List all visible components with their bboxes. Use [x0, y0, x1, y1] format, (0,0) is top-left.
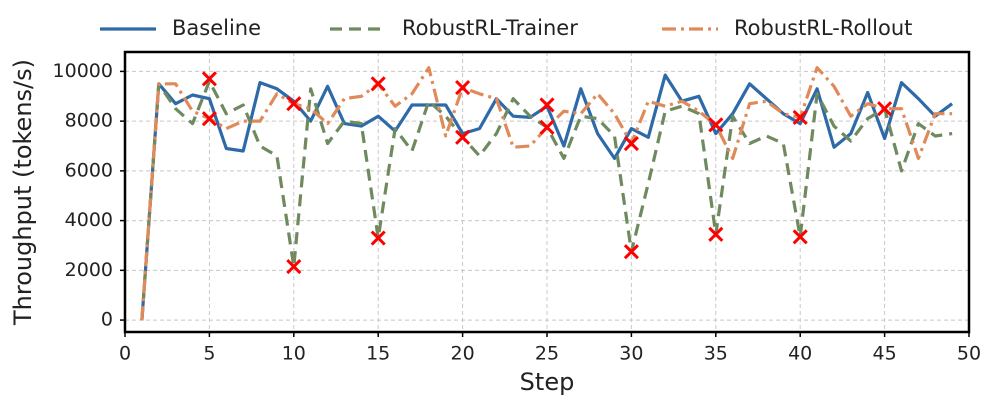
x-tick-label: 0 — [119, 343, 131, 365]
y-tick-label: 4000 — [65, 209, 113, 231]
legend-label: RobustRL-Rollout — [734, 16, 912, 40]
event-marker — [286, 259, 302, 275]
y-axis-label: Throughput (tokens/s) — [9, 59, 37, 326]
event-marker — [877, 101, 893, 117]
x-tick-label: 5 — [203, 343, 215, 365]
event-marker — [201, 71, 217, 87]
event-marker — [201, 111, 217, 127]
plot-frame — [123, 50, 971, 334]
y-tick-label: 10000 — [53, 60, 113, 82]
event-marker — [792, 109, 808, 125]
y-tick-label: 8000 — [65, 110, 113, 132]
event-marker — [708, 226, 724, 242]
event-marker — [539, 97, 555, 113]
x-tick-label: 30 — [619, 343, 643, 365]
x-tick-label: 10 — [282, 343, 306, 365]
x-tick-label: 50 — [957, 343, 981, 365]
x-tick-label: 45 — [873, 343, 897, 365]
event-marker — [792, 229, 808, 245]
y-tick-label: 2000 — [65, 259, 113, 281]
event-marker — [708, 117, 724, 133]
x-tick-label: 35 — [704, 343, 728, 365]
event-marker — [286, 96, 302, 112]
x-axis-label: Step — [520, 368, 575, 396]
event-marker — [623, 135, 639, 152]
event-marker — [370, 76, 386, 92]
y-tick-label: 6000 — [65, 159, 113, 181]
event-marker — [539, 119, 555, 135]
x-tick-label: 40 — [788, 343, 812, 365]
legend-label: Baseline — [172, 16, 261, 40]
event-marker — [370, 230, 386, 246]
x-tick-label: 15 — [366, 343, 390, 365]
legend-label: RobustRL-Trainer — [402, 16, 578, 40]
x-tick-label: 25 — [535, 343, 559, 365]
y-tick-label: 0 — [101, 309, 113, 331]
event-marker — [623, 244, 639, 260]
event-marker — [455, 129, 471, 145]
x-tick-label: 20 — [451, 343, 475, 365]
event-marker — [455, 79, 471, 96]
